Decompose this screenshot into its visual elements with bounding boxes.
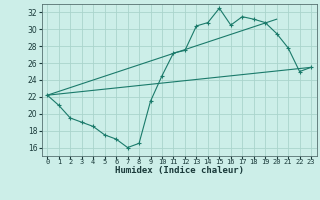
- X-axis label: Humidex (Indice chaleur): Humidex (Indice chaleur): [115, 166, 244, 175]
